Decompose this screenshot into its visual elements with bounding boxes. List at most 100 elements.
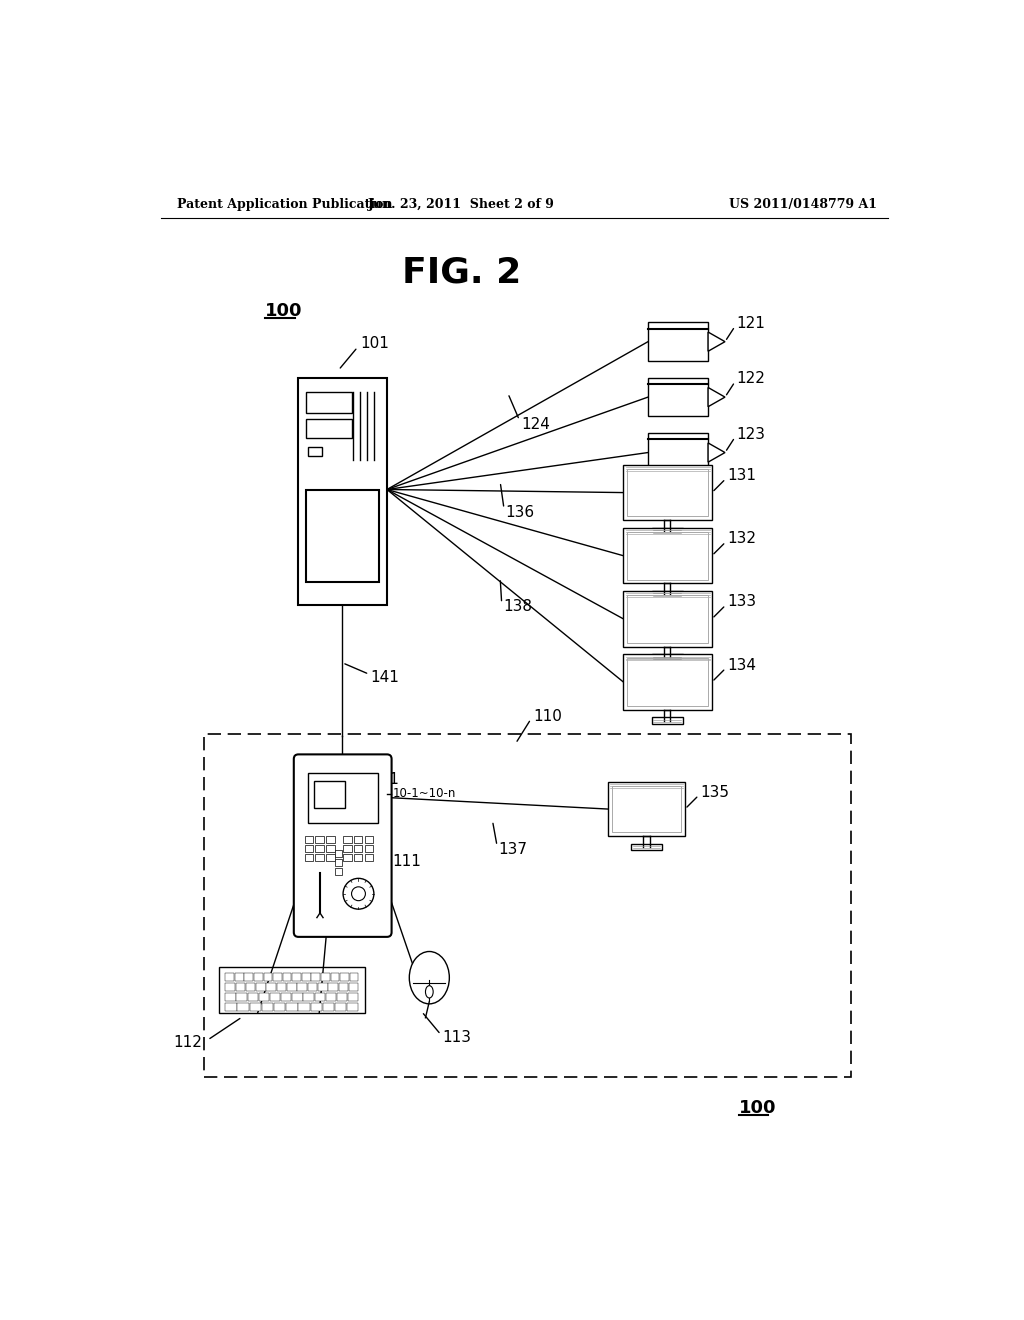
Text: US 2011/0148779 A1: US 2011/0148779 A1 <box>729 198 878 211</box>
Bar <box>282 993 292 1001</box>
Bar <box>234 973 244 981</box>
Bar <box>225 983 234 991</box>
Text: 122: 122 <box>736 371 765 387</box>
Polygon shape <box>708 388 725 407</box>
Bar <box>628 595 708 643</box>
Bar <box>321 973 330 981</box>
Bar <box>236 983 245 991</box>
Text: 113: 113 <box>442 1030 471 1045</box>
Bar <box>648 378 708 416</box>
Bar <box>292 973 301 981</box>
Bar <box>624 591 712 647</box>
Bar <box>326 836 335 843</box>
Bar <box>306 392 352 413</box>
Bar <box>329 983 338 991</box>
Bar <box>246 983 255 991</box>
Bar <box>628 469 708 516</box>
Text: 112: 112 <box>173 1035 202 1049</box>
Polygon shape <box>708 444 725 462</box>
Bar <box>274 1003 286 1011</box>
Bar <box>304 845 313 853</box>
Bar <box>648 433 708 471</box>
Bar <box>624 465 712 520</box>
Text: Jun. 23, 2011  Sheet 2 of 9: Jun. 23, 2011 Sheet 2 of 9 <box>369 198 555 211</box>
Bar <box>276 983 287 991</box>
Bar <box>237 993 247 1001</box>
Text: 101: 101 <box>360 335 389 351</box>
Bar <box>365 845 373 853</box>
Text: 132: 132 <box>727 531 757 546</box>
Text: 131: 131 <box>727 469 757 483</box>
Bar <box>287 983 297 991</box>
Polygon shape <box>708 333 725 351</box>
Bar <box>354 836 362 843</box>
Bar <box>335 859 342 866</box>
Bar <box>331 973 339 981</box>
Text: FIG. 2: FIG. 2 <box>402 255 521 289</box>
Bar <box>347 1003 358 1011</box>
Bar <box>628 532 708 579</box>
Text: 133: 133 <box>727 594 757 610</box>
Text: Patent Application Publication: Patent Application Publication <box>177 198 392 211</box>
Bar <box>266 983 276 991</box>
Bar <box>326 845 335 853</box>
Bar <box>315 845 324 853</box>
Bar <box>648 322 708 360</box>
Text: 141: 141 <box>371 669 399 685</box>
Bar <box>304 854 313 862</box>
Bar <box>624 528 712 583</box>
Bar <box>304 836 313 843</box>
Bar <box>652 591 683 598</box>
Bar <box>611 785 681 832</box>
Bar <box>204 734 851 1077</box>
Bar <box>250 1003 261 1011</box>
Text: 135: 135 <box>700 784 729 800</box>
Bar <box>297 983 307 991</box>
Bar <box>326 854 335 862</box>
Bar <box>283 973 292 981</box>
Circle shape <box>343 878 374 909</box>
Bar <box>273 973 282 981</box>
Bar <box>339 983 348 991</box>
FancyBboxPatch shape <box>294 755 391 937</box>
Bar <box>318 983 328 991</box>
Bar <box>335 1003 346 1011</box>
Bar <box>219 966 366 1014</box>
Bar <box>286 1003 298 1011</box>
Bar <box>335 850 342 857</box>
Text: 137: 137 <box>499 842 527 857</box>
Bar <box>354 854 362 862</box>
Bar <box>298 1003 309 1011</box>
Circle shape <box>351 887 366 900</box>
Bar <box>652 655 683 660</box>
Bar <box>349 973 358 981</box>
Bar <box>310 1003 322 1011</box>
Bar <box>270 993 281 1001</box>
Text: 110: 110 <box>534 709 562 725</box>
Bar <box>631 843 662 850</box>
Bar <box>225 1003 237 1011</box>
Bar <box>323 1003 334 1011</box>
Text: 121: 121 <box>736 315 765 331</box>
Bar <box>262 1003 273 1011</box>
Bar <box>628 659 708 706</box>
Ellipse shape <box>425 986 433 998</box>
Bar <box>343 836 351 843</box>
Bar <box>608 781 685 836</box>
Bar <box>292 993 303 1001</box>
Text: 100: 100 <box>265 302 303 319</box>
Bar <box>326 993 336 1001</box>
Text: 136: 136 <box>506 506 535 520</box>
Bar <box>303 993 313 1001</box>
Bar <box>314 993 325 1001</box>
Text: 123: 123 <box>736 426 766 442</box>
Bar <box>652 718 683 723</box>
Bar <box>298 378 387 605</box>
Bar <box>225 993 236 1001</box>
Text: 138: 138 <box>503 599 532 614</box>
Text: 111: 111 <box>392 854 421 869</box>
Bar <box>348 993 358 1001</box>
Bar <box>349 983 358 991</box>
Bar <box>307 774 378 822</box>
Bar <box>315 836 324 843</box>
